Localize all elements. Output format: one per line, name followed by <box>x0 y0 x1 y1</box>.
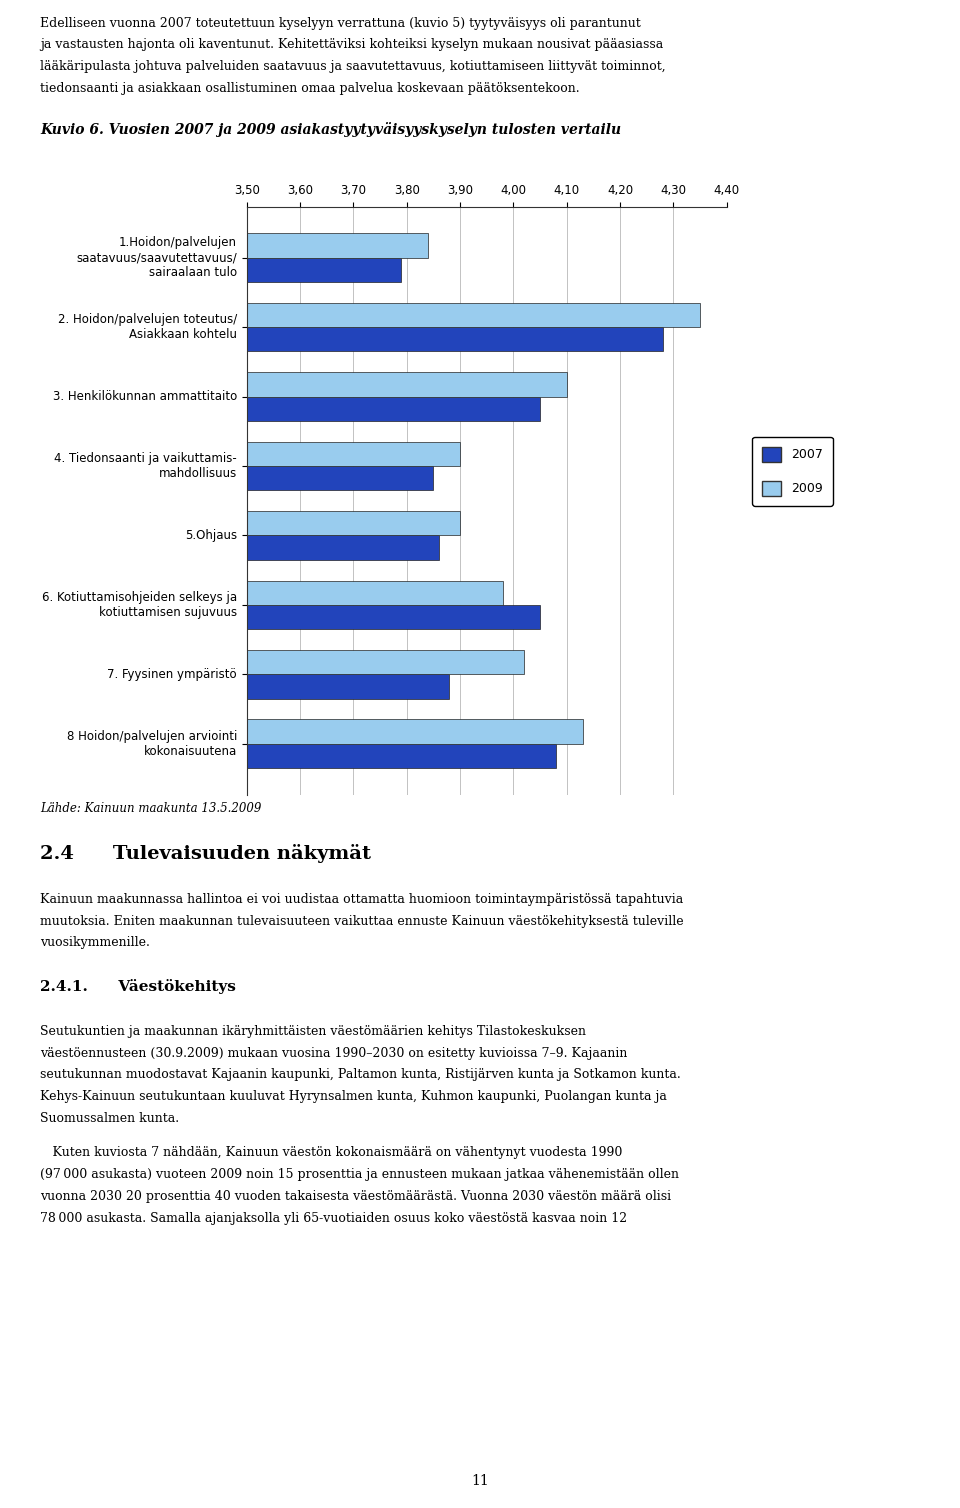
Text: (97 000 asukasta) vuoteen 2009 noin 15 prosenttia ja ennusteen mukaan jatkaa väh: (97 000 asukasta) vuoteen 2009 noin 15 p… <box>40 1169 680 1181</box>
Text: 2.4.1.  Väestökehitys: 2.4.1. Väestökehitys <box>40 980 236 994</box>
Bar <box>0 581 503 605</box>
Bar <box>0 466 433 490</box>
Text: lääkäripulasta johtuva palveluiden saatavuus ja saavutettavuus, kotiuttamiseen l: lääkäripulasta johtuva palveluiden saata… <box>40 60 666 74</box>
Text: Suomussalmen kunta.: Suomussalmen kunta. <box>40 1113 180 1125</box>
Text: seutukunnan muodostavat Kajaanin kaupunki, Paltamon kunta, Ristijärven kunta ja : seutukunnan muodostavat Kajaanin kaupunk… <box>40 1069 681 1081</box>
Bar <box>0 511 460 535</box>
Text: Kainuun maakunnassa hallintoa ei voi uudistaa ottamatta huomioon toimintaympäris: Kainuun maakunnassa hallintoa ei voi uud… <box>40 893 684 906</box>
Bar <box>0 442 460 466</box>
Bar <box>0 719 583 743</box>
Text: Kehys-Kainuun seutukuntaan kuuluvat Hyrynsalmen kunta, Kuhmon kaupunki, Puolanga: Kehys-Kainuun seutukuntaan kuuluvat Hyry… <box>40 1090 667 1104</box>
Legend: 2007, 2009: 2007, 2009 <box>753 437 832 505</box>
Text: tiedonsaanti ja asiakkaan osallistuminen omaa palvelua koskevaan päätöksentekoon: tiedonsaanti ja asiakkaan osallistuminen… <box>40 81 580 95</box>
Text: Lähde: Kainuun maakunta 13.5.2009: Lähde: Kainuun maakunta 13.5.2009 <box>40 802 262 816</box>
Bar <box>0 605 540 629</box>
Text: vuonna 2030 20 prosenttia 40 vuoden takaisesta väestömäärästä. Vuonna 2030 väest: vuonna 2030 20 prosenttia 40 vuoden taka… <box>40 1190 671 1203</box>
Text: ja vastausten hajonta oli kaventunut. Kehitettäviksi kohteiksi kyselyn mukaan no: ja vastausten hajonta oli kaventunut. Ke… <box>40 38 663 51</box>
Bar <box>0 327 662 351</box>
Bar <box>0 397 540 421</box>
Text: 11: 11 <box>471 1475 489 1488</box>
Text: muutoksia. Eniten maakunnan tulevaisuuteen vaikuttaa ennuste Kainuun väestökehit: muutoksia. Eniten maakunnan tulevaisuute… <box>40 914 684 927</box>
Text: 2.4  Tulevaisuuden näkymät: 2.4 Tulevaisuuden näkymät <box>40 844 372 864</box>
Text: Kuten kuviosta 7 nähdään, Kainuun väestön kokonaismäärä on vähentynyt vuodesta 1: Kuten kuviosta 7 nähdään, Kainuun väestö… <box>40 1146 623 1160</box>
Text: Edelliseen vuonna 2007 toteutettuun kyselyyn verrattuna (kuvio 5) tyytyväisyys o: Edelliseen vuonna 2007 toteutettuun kyse… <box>40 17 641 30</box>
Bar <box>0 535 439 559</box>
Bar <box>0 303 700 327</box>
Text: väestöennusteen (30.9.2009) mukaan vuosina 1990–2030 on esitetty kuvioissa 7–9. : väestöennusteen (30.9.2009) mukaan vuosi… <box>40 1047 628 1060</box>
Bar <box>0 258 401 282</box>
Bar <box>0 372 566 397</box>
Text: 78 000 asukasta. Samalla ajanjaksolla yli 65-vuotiaiden osuus koko väestöstä kas: 78 000 asukasta. Samalla ajanjaksolla yl… <box>40 1212 628 1224</box>
Bar <box>0 674 449 698</box>
Text: Seutukuntien ja maakunnan ikäryhmittäisten väestömäärien kehitys Tilastokeskukse: Seutukuntien ja maakunnan ikäryhmittäist… <box>40 1025 587 1038</box>
Text: Kuvio 6. Vuosien 2007 ja 2009 asiakastyytyväisyyskyselyn tulosten vertailu: Kuvio 6. Vuosien 2007 ja 2009 asiakastyy… <box>40 122 621 137</box>
Text: vuosikymmenille.: vuosikymmenille. <box>40 936 150 950</box>
Bar <box>0 650 524 674</box>
Bar <box>0 234 428 258</box>
Bar <box>0 743 556 768</box>
